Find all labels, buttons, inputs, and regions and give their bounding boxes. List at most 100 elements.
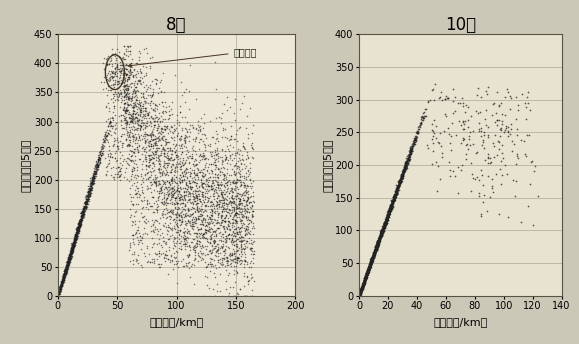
Point bbox=[69, 239, 78, 245]
Point bbox=[248, 208, 257, 213]
Point bbox=[58, 271, 68, 277]
Point bbox=[382, 219, 391, 224]
Point bbox=[70, 238, 79, 244]
Point bbox=[211, 239, 220, 244]
Point bbox=[212, 190, 222, 196]
Point bbox=[173, 209, 182, 215]
Point bbox=[142, 198, 152, 204]
Point bbox=[218, 126, 227, 131]
Point bbox=[221, 212, 230, 218]
Point bbox=[155, 188, 164, 193]
Point bbox=[393, 184, 402, 189]
Point bbox=[110, 69, 119, 74]
Point bbox=[97, 153, 106, 158]
Point bbox=[68, 241, 77, 247]
Point bbox=[358, 284, 367, 290]
Point bbox=[391, 190, 401, 195]
Point bbox=[150, 134, 159, 139]
Point bbox=[371, 242, 380, 247]
Point bbox=[384, 209, 393, 214]
Point bbox=[126, 43, 135, 49]
Point bbox=[358, 282, 367, 288]
Point bbox=[372, 245, 382, 250]
Point bbox=[78, 212, 87, 218]
Point bbox=[119, 79, 128, 84]
Point bbox=[240, 237, 249, 243]
Point bbox=[378, 227, 387, 233]
Point bbox=[123, 95, 133, 101]
Point bbox=[241, 126, 250, 131]
Point bbox=[371, 243, 380, 249]
Point bbox=[355, 290, 364, 296]
Point bbox=[365, 261, 374, 266]
Point bbox=[355, 292, 364, 298]
Point bbox=[63, 261, 72, 267]
Point bbox=[203, 183, 212, 189]
Point bbox=[142, 123, 152, 129]
Point bbox=[55, 284, 64, 290]
Point bbox=[181, 152, 190, 157]
Point bbox=[372, 245, 382, 251]
Point bbox=[109, 143, 118, 149]
Point bbox=[112, 67, 122, 72]
Point bbox=[228, 228, 237, 234]
Point bbox=[82, 195, 91, 201]
Point bbox=[412, 130, 422, 135]
Point bbox=[504, 129, 513, 135]
Point bbox=[215, 187, 224, 192]
Point bbox=[80, 201, 90, 207]
Point bbox=[369, 254, 379, 260]
Point bbox=[189, 159, 199, 164]
Point bbox=[428, 122, 437, 127]
Point bbox=[245, 177, 255, 182]
Point bbox=[110, 50, 119, 55]
Point bbox=[124, 72, 134, 78]
Point bbox=[226, 252, 236, 258]
Point bbox=[133, 60, 142, 65]
Point bbox=[93, 167, 102, 172]
Point bbox=[101, 164, 110, 170]
Point bbox=[243, 113, 252, 118]
Point bbox=[55, 287, 64, 292]
Point bbox=[355, 290, 364, 295]
Point bbox=[100, 132, 109, 138]
Point bbox=[207, 168, 217, 173]
Point bbox=[185, 200, 195, 205]
Point bbox=[211, 187, 220, 192]
Point bbox=[133, 122, 142, 127]
Point bbox=[75, 224, 85, 230]
Point bbox=[440, 97, 449, 102]
Point bbox=[73, 226, 82, 232]
Point bbox=[69, 241, 79, 247]
Point bbox=[240, 247, 249, 252]
Point bbox=[74, 224, 83, 229]
Point bbox=[357, 285, 367, 290]
Point bbox=[401, 165, 411, 171]
Point bbox=[246, 218, 255, 224]
Point bbox=[389, 198, 398, 203]
Point bbox=[356, 289, 365, 294]
Point bbox=[62, 264, 71, 270]
Point bbox=[65, 255, 75, 260]
Point bbox=[203, 227, 212, 233]
Point bbox=[148, 129, 157, 135]
Point bbox=[213, 138, 222, 144]
Point bbox=[217, 213, 226, 219]
Point bbox=[193, 238, 202, 244]
Point bbox=[197, 251, 207, 257]
Point bbox=[395, 179, 404, 184]
Point bbox=[367, 258, 376, 263]
Point bbox=[171, 189, 180, 194]
Point bbox=[82, 203, 91, 208]
Point bbox=[361, 275, 371, 281]
Point bbox=[146, 190, 155, 195]
Point bbox=[116, 70, 126, 76]
Point bbox=[100, 67, 109, 72]
Point bbox=[232, 215, 241, 220]
Point bbox=[119, 83, 128, 88]
Point bbox=[361, 271, 371, 277]
Point bbox=[186, 173, 195, 179]
Point bbox=[355, 290, 364, 295]
Point bbox=[372, 240, 382, 245]
Point bbox=[68, 243, 77, 249]
